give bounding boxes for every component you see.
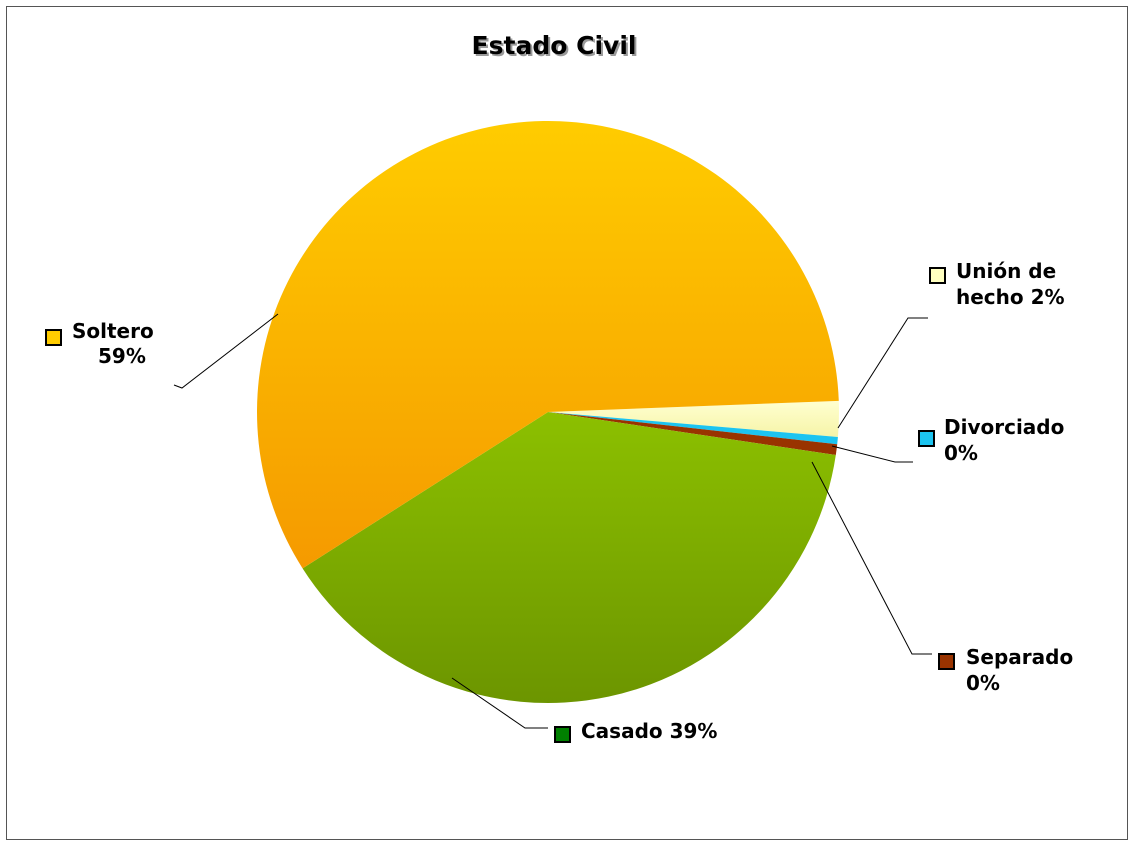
leader-line-divorciado — [831, 445, 913, 463]
swatch-casado — [554, 726, 571, 743]
swatch-divorciado — [918, 430, 935, 447]
swatch-union — [929, 267, 946, 284]
chart-title-shadow: Estado Civil — [474, 33, 639, 62]
leader-line-union — [837, 317, 928, 429]
label-separado-line2: 0% — [966, 671, 1000, 695]
swatch-separado — [938, 653, 955, 670]
label-divorciado-line2: 0% — [944, 441, 978, 465]
label-separado-line1: Separado — [966, 645, 1073, 669]
label-union-line1: Unión de — [956, 259, 1056, 283]
label-union-line2: hecho 2% — [956, 285, 1065, 309]
pie-slice-uni-n-de-hecho — [548, 400, 840, 437]
pie-slice-casado — [302, 412, 836, 704]
label-divorciado-line1: Divorciado — [944, 415, 1064, 439]
data-label-casado: Casado 39% — [554, 719, 717, 743]
swatch-soltero — [45, 329, 62, 346]
pie-slices — [257, 121, 840, 704]
pie-slice-divorciado — [548, 412, 838, 445]
label-casado-line1: Casado 39% — [581, 719, 717, 743]
label-soltero-line1: Soltero — [72, 319, 154, 343]
data-label-separado: Separado 0% — [938, 645, 1073, 695]
leader-line-soltero — [173, 313, 279, 389]
pie-slice-soltero — [257, 121, 839, 569]
data-label-union: Unión de hecho 2% — [929, 259, 1065, 309]
chart-title: Estado Civil — [472, 31, 637, 60]
leader-line-separado — [811, 461, 932, 655]
data-label-divorciado: Divorciado 0% — [918, 415, 1064, 465]
pie-slice-separado — [548, 412, 838, 455]
label-soltero-line2: 59% — [98, 344, 146, 368]
leader-line-casado — [451, 677, 548, 729]
data-label-soltero: Soltero 59% — [45, 319, 154, 368]
